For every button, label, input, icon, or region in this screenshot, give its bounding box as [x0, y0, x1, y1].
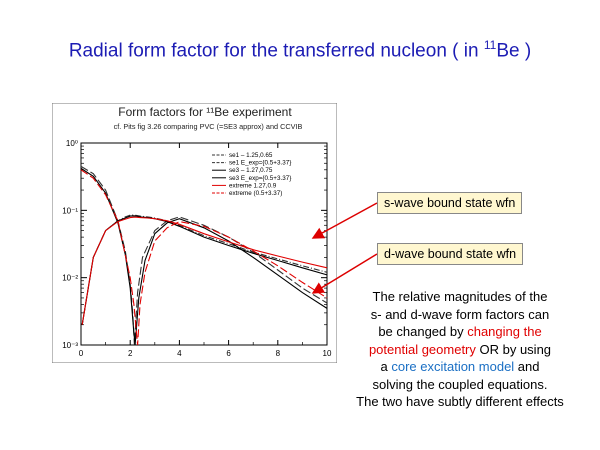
slide-title-suffix: Be ): [496, 40, 532, 62]
note-line-3: be changed by changing the: [330, 323, 590, 341]
note-line-4-text: OR by using: [475, 341, 552, 357]
note-highlight-core-excitation: core excitation model: [391, 359, 515, 374]
y-tick-label: 10⁻³: [62, 341, 78, 350]
legend-label: extreme 1.27,0.9: [229, 182, 277, 189]
legend-label: se3 – 1.27,0.75: [229, 167, 273, 174]
note-line-2: s- and d-wave form factors can: [370, 306, 550, 322]
slide-title-superscript: 11: [483, 38, 497, 52]
x-tick-label: 10: [323, 349, 332, 358]
slide-title-text: Radial form factor for the transferred n…: [68, 40, 484, 62]
x-tick-label: 6: [226, 349, 231, 358]
note-highlight-geometry: potential geometry: [368, 341, 476, 357]
note-line-5: a core excitation model and: [330, 358, 590, 376]
legend-label: extreme (0.5+3.37): [229, 190, 282, 197]
x-tick-label: 2: [128, 349, 133, 358]
s-wave-arrow: [311, 202, 378, 239]
d-wave-callout: d-wave bound state wfn: [377, 243, 524, 265]
x-tick-label: 0: [79, 349, 84, 358]
explanation-text: The relative magnitudes of the s- and d-…: [330, 288, 590, 411]
series-line-6: [80, 169, 328, 346]
x-tick-label: 4: [177, 349, 182, 358]
note-line-5-pre: a: [380, 359, 392, 374]
note-line-7: The two have subtly different effects: [356, 394, 564, 409]
plot-subtitle: cf. Pits fig 3.26 comparing PVC (=SE3 ap…: [113, 122, 303, 131]
x-tick-label: 8: [276, 349, 281, 358]
y-tick-label: 10⁻¹: [62, 206, 78, 215]
note-line-5-post: and: [514, 359, 540, 374]
legend-label: se1 E_exp={0.5+3.37}: [229, 160, 291, 167]
note-highlight-changing: changing the: [467, 324, 542, 339]
note-line-4: potential geometry OR by using: [330, 341, 590, 359]
note-line-3-text: be changed by: [378, 324, 468, 339]
legend-label: se1 – 1.25,0.65: [229, 152, 273, 159]
note-line-1: The relative magnitudes of the: [372, 289, 548, 304]
legend-label: se3 E_exp={0.5+3.37}: [229, 175, 291, 182]
note-line-6: solving the coupled equations.: [372, 376, 548, 392]
series-line-5: [81, 216, 328, 325]
y-tick-label: 10⁰: [66, 139, 78, 148]
y-tick-label: 10⁻²: [62, 274, 78, 283]
plot-title: Form factors for ¹¹Be experiment: [118, 105, 292, 119]
slide-title: Radial form factor for the transferred n…: [0, 38, 600, 62]
s-wave-callout: s-wave bound state wfn: [377, 192, 523, 214]
d-wave-arrow: [311, 253, 378, 294]
axis-ticks: 0 2 4 6 8 10 10⁰ 10⁻¹ 10⁻² 10⁻³: [62, 139, 332, 358]
series-lines: [80, 165, 328, 346]
